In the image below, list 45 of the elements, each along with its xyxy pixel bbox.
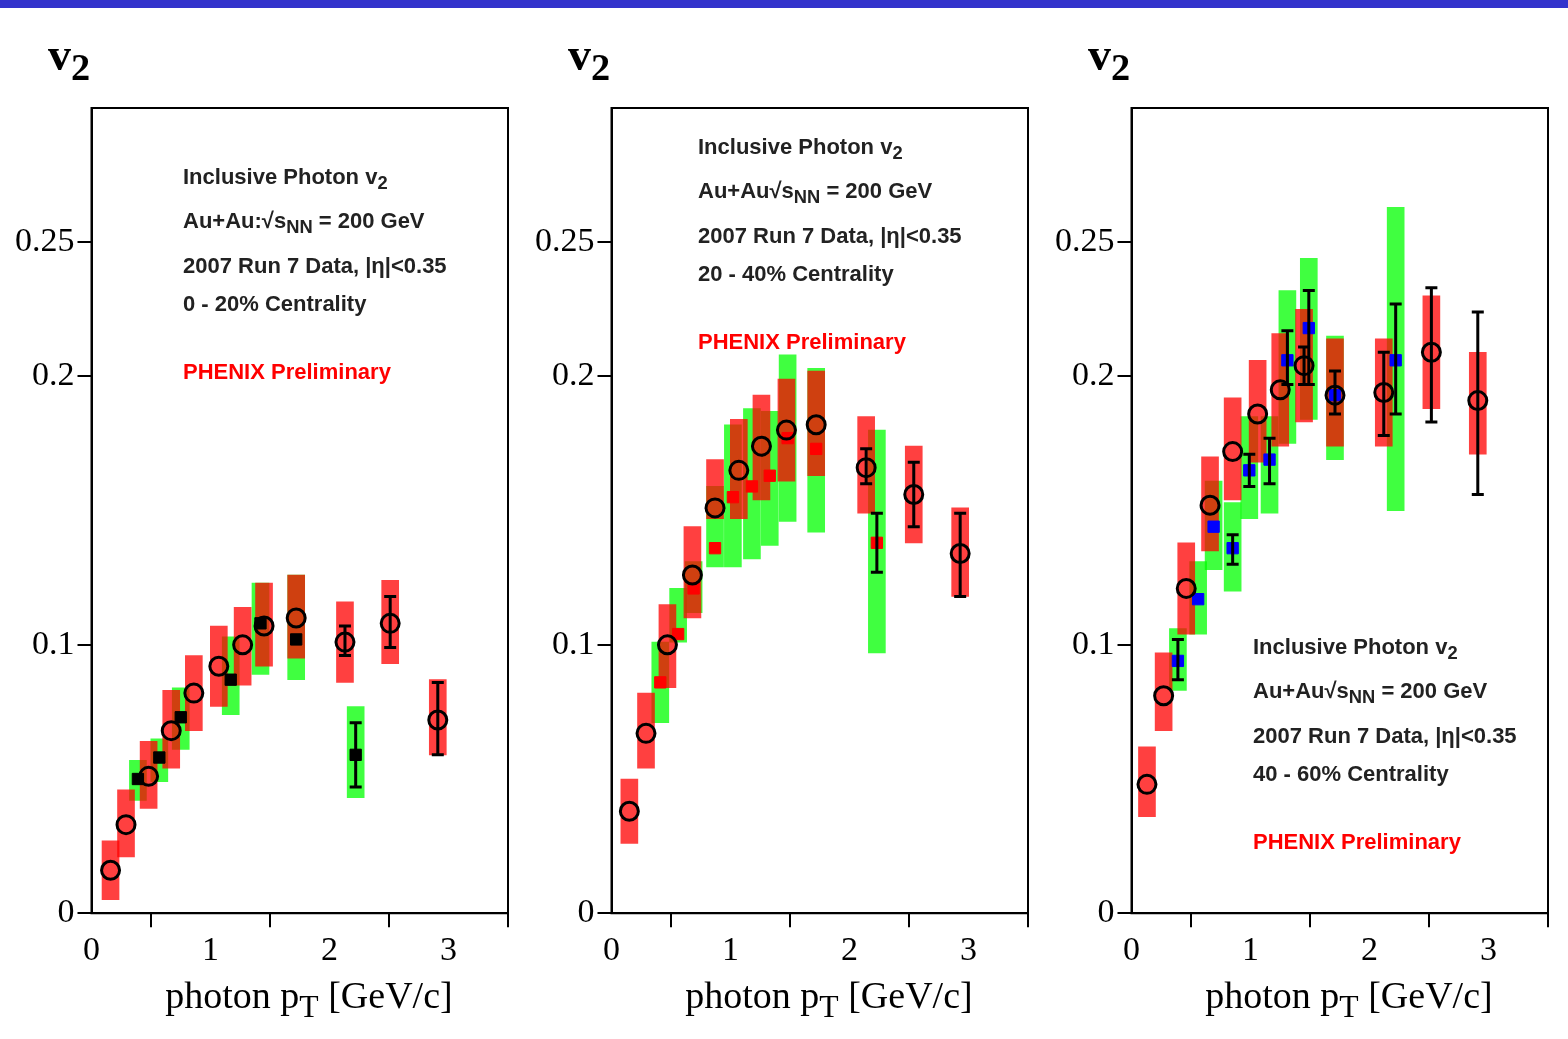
y-tick-label: 0.25	[1055, 221, 1115, 259]
x-tick-label: 3	[960, 929, 977, 967]
y-tick-label: 0.2	[32, 355, 75, 393]
annotation: 40 - 60% Centrality	[1253, 759, 1450, 788]
y-tick-label: 0.1	[1072, 623, 1115, 661]
y-tick-label: 0	[1097, 892, 1115, 930]
y-tick-label: 0.1	[32, 623, 75, 661]
x-axis-title: photon p$_{T}$ [GeV/c]	[684, 973, 974, 1025]
x-tick-label: 0	[83, 929, 100, 967]
y-tick-label: 0	[577, 892, 595, 930]
x-tick-label: 0	[1123, 929, 1140, 967]
annotation: 2007 Run 7 Data, |η|<0.35	[1253, 721, 1517, 750]
annotation: Inclusive Photon v$_{2}$	[1253, 633, 1459, 666]
annotation: Au+Au√s$_{NN}$ = 200 GeV	[698, 177, 934, 210]
x-tick-label: 1	[1242, 929, 1259, 967]
y-tick-label: 0	[57, 892, 75, 930]
x-tick-label: 3	[440, 929, 457, 967]
annotation: Inclusive Photon v$_{2}$	[698, 133, 904, 166]
annotation: 2007 Run 7 Data, |η|<0.35	[698, 221, 962, 250]
x-tick-label: 1	[722, 929, 739, 967]
y-tick-label: 0.25	[15, 221, 75, 259]
x-tick-label: 1	[202, 929, 219, 967]
annotation: Au+Au√s$_{NN}$ = 200 GeV	[1253, 677, 1489, 710]
annotation: Inclusive Photon v$_{2}$	[183, 163, 389, 196]
annotation: Au+Au:√s$_{NN}$ = 200 GeV	[183, 207, 426, 240]
x-tick-label: 2	[321, 929, 338, 967]
x-axis-title: photon p$_{T}$ [GeV/c]	[164, 973, 454, 1025]
x-tick-label: 2	[1361, 929, 1378, 967]
x-tick-label: 0	[603, 929, 620, 967]
y-tick-label: 0.2	[552, 355, 595, 393]
annotation: 20 - 40% Centrality	[698, 259, 895, 288]
x-tick-label: 2	[841, 929, 858, 967]
x-tick-label: 3	[1480, 929, 1497, 967]
y-tick-label: 0.2	[1072, 355, 1115, 393]
annotation: 2007 Run 7 Data, |η|<0.35	[183, 251, 447, 280]
y-axis-title: v$_{2}$	[1088, 28, 1131, 90]
y-axis-title: v$_{2}$	[48, 28, 91, 90]
y-tick-label: 0.25	[535, 221, 595, 259]
annotation: PHENIX Preliminary	[1253, 827, 1462, 856]
x-axis-title: photon p$_{T}$ [GeV/c]	[1204, 973, 1494, 1025]
y-tick-label: 0.1	[552, 623, 595, 661]
annotation: PHENIX Preliminary	[183, 357, 392, 386]
y-axis-title: v$_{2}$	[568, 28, 611, 90]
annotation: PHENIX Preliminary	[698, 327, 907, 356]
annotation: 0 - 20% Centrality	[183, 289, 368, 318]
